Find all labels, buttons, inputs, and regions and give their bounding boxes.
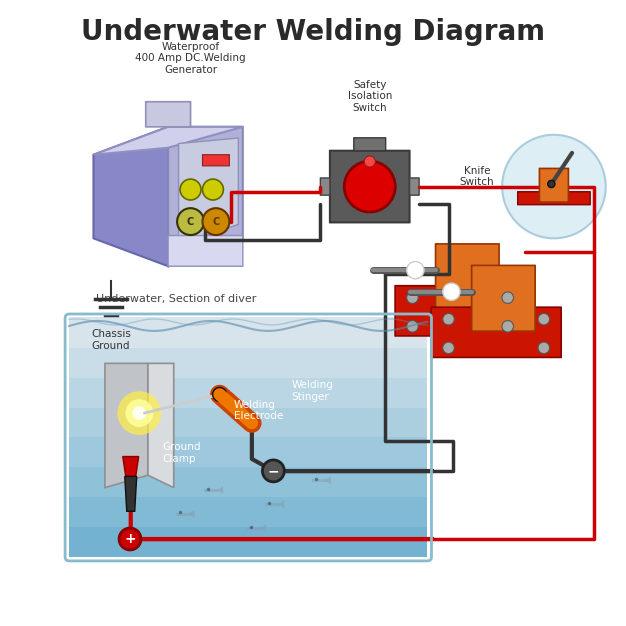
Circle shape [125, 399, 153, 427]
FancyBboxPatch shape [202, 155, 229, 166]
Circle shape [119, 528, 141, 550]
Circle shape [502, 135, 606, 239]
FancyBboxPatch shape [168, 235, 243, 266]
Circle shape [344, 161, 395, 212]
FancyBboxPatch shape [431, 307, 561, 357]
FancyBboxPatch shape [146, 102, 190, 127]
Circle shape [407, 262, 424, 279]
FancyBboxPatch shape [69, 377, 428, 408]
FancyBboxPatch shape [69, 466, 428, 497]
Circle shape [538, 314, 550, 325]
FancyBboxPatch shape [436, 244, 499, 310]
Polygon shape [125, 476, 136, 511]
Polygon shape [123, 456, 139, 476]
FancyBboxPatch shape [69, 317, 428, 348]
FancyBboxPatch shape [69, 496, 428, 527]
Circle shape [443, 283, 460, 300]
Text: Underwater Welding Diagram: Underwater Welding Diagram [81, 18, 545, 46]
FancyBboxPatch shape [330, 151, 409, 222]
Polygon shape [93, 127, 243, 155]
Text: Knife
Switch: Knife Switch [459, 166, 494, 187]
FancyBboxPatch shape [518, 192, 590, 205]
Polygon shape [105, 363, 148, 488]
Circle shape [548, 180, 555, 188]
FancyBboxPatch shape [354, 138, 386, 151]
Circle shape [364, 156, 376, 167]
Circle shape [180, 179, 201, 200]
Circle shape [443, 342, 454, 354]
Circle shape [118, 391, 162, 435]
Text: Welding
Stinger: Welding Stinger [291, 380, 333, 401]
FancyBboxPatch shape [321, 178, 330, 195]
Text: Ground
Clamp: Ground Clamp [162, 442, 201, 464]
Circle shape [502, 321, 513, 332]
Text: +: + [124, 532, 136, 546]
FancyBboxPatch shape [409, 178, 419, 195]
Polygon shape [325, 476, 331, 485]
Circle shape [407, 292, 418, 304]
Polygon shape [168, 127, 243, 266]
FancyBboxPatch shape [540, 168, 568, 202]
FancyBboxPatch shape [69, 406, 428, 438]
Circle shape [132, 406, 146, 420]
Circle shape [502, 292, 513, 304]
Circle shape [213, 387, 227, 401]
Text: −: − [267, 464, 279, 478]
FancyBboxPatch shape [471, 265, 535, 331]
Text: Safety
Isolation
Switch: Safety Isolation Switch [347, 80, 392, 113]
Text: C: C [212, 217, 220, 227]
Polygon shape [260, 524, 266, 532]
FancyBboxPatch shape [69, 347, 428, 377]
Circle shape [202, 179, 223, 200]
Polygon shape [93, 127, 168, 266]
Circle shape [177, 208, 204, 235]
FancyBboxPatch shape [69, 526, 428, 557]
Circle shape [407, 321, 418, 332]
Circle shape [202, 208, 229, 235]
Text: Welding
Electrode: Welding Electrode [234, 400, 283, 421]
Polygon shape [178, 138, 239, 245]
Polygon shape [188, 510, 195, 518]
Polygon shape [278, 500, 284, 508]
FancyBboxPatch shape [395, 285, 525, 336]
Circle shape [262, 460, 284, 482]
Text: Underwater, Section of diver: Underwater, Section of diver [96, 294, 257, 304]
Text: Waterproof
400 Amp DC.Welding
Generator: Waterproof 400 Amp DC.Welding Generator [135, 42, 246, 75]
FancyBboxPatch shape [69, 436, 428, 468]
Text: Chassis
Ground: Chassis Ground [91, 329, 131, 351]
Text: C: C [187, 217, 194, 227]
Polygon shape [217, 486, 223, 494]
Circle shape [443, 314, 454, 325]
Polygon shape [148, 363, 174, 488]
Circle shape [538, 342, 550, 354]
